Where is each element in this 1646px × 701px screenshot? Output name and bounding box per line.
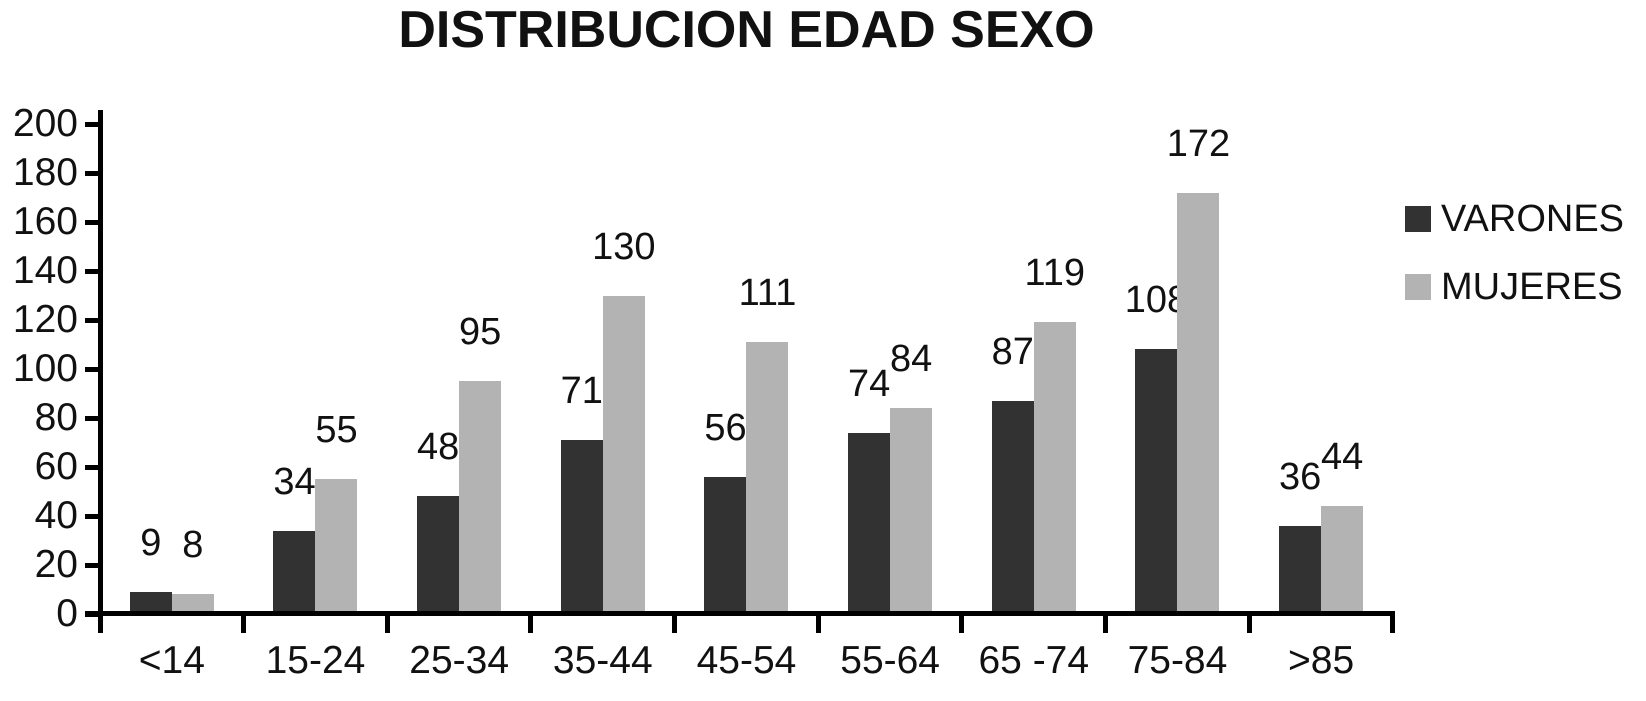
value-label-varones-6: 87 — [991, 330, 1034, 373]
value-label-varones-4: 56 — [704, 406, 747, 449]
x-axis-label-2: 25-34 — [409, 639, 510, 682]
x-tick — [241, 611, 247, 633]
value-label-mujeres-8: 44 — [1320, 436, 1364, 479]
y-axis-label: 140 — [12, 249, 78, 292]
value-label-varones-0: 9 — [140, 521, 162, 564]
y-tick — [85, 170, 100, 176]
y-tick — [85, 464, 100, 470]
x-axis-label-0: <14 — [138, 639, 205, 682]
y-axis-label: 160 — [12, 200, 78, 243]
y-tick — [85, 415, 100, 421]
x-axis-label-5: 55-64 — [840, 639, 940, 682]
bar-mujeres-4 — [746, 342, 789, 614]
legend: VARONES MUJERES — [1405, 198, 1624, 334]
y-tick — [85, 219, 100, 225]
legend-swatch-mujeres — [1405, 274, 1431, 300]
y-tick — [85, 121, 100, 127]
y-axis-label: 80 — [34, 396, 78, 439]
bar-mujeres-1 — [315, 479, 358, 614]
bar-varones-7 — [1135, 349, 1178, 614]
x-axis-label-8: >85 — [1288, 639, 1355, 682]
value-label-mujeres-2: 95 — [459, 311, 502, 354]
bar-varones-2 — [417, 496, 460, 614]
value-label-varones-8: 36 — [1278, 455, 1322, 498]
legend-label-varones: VARONES — [1441, 198, 1625, 240]
y-axis-label: 180 — [12, 151, 78, 194]
bar-varones-3 — [560, 440, 603, 614]
y-axis-label: 20 — [34, 543, 78, 586]
value-label-varones-3: 71 — [560, 370, 603, 413]
value-label-varones-1: 34 — [273, 460, 316, 503]
chart-title: DISTRIBUCION EDAD SEXO — [398, 1, 1095, 59]
bar-mujeres-3 — [602, 295, 645, 614]
x-tick — [97, 611, 103, 633]
x-axis-label-1: 15-24 — [265, 639, 366, 682]
y-tick — [85, 562, 100, 568]
x-axis-label-3: 35-44 — [552, 639, 653, 682]
bar-mujeres-5 — [890, 408, 933, 614]
bar-mujeres-6 — [1033, 322, 1076, 614]
y-axis-label: 100 — [12, 347, 78, 390]
bar-varones-5 — [848, 432, 891, 614]
x-axis-line — [85, 611, 1393, 616]
value-label-mujeres-0: 8 — [182, 524, 204, 567]
x-axis-label-4: 45-54 — [696, 639, 797, 682]
y-axis-label: 60 — [34, 445, 78, 488]
x-tick — [1103, 611, 1109, 633]
value-label-varones-2: 48 — [417, 426, 460, 469]
bar-varones-4 — [704, 476, 747, 614]
value-label-mujeres-4: 111 — [738, 272, 797, 315]
x-axis-label-6: 65 -74 — [978, 639, 1090, 682]
bar-varones-0 — [129, 591, 172, 614]
y-axis-label: 0 — [56, 592, 78, 635]
value-label-mujeres-5: 84 — [889, 338, 933, 381]
x-tick — [672, 611, 678, 633]
bar-varones-1 — [273, 530, 316, 614]
x-tick — [528, 611, 534, 633]
bar-mujeres-7 — [1177, 192, 1220, 614]
value-label-mujeres-1: 55 — [315, 409, 358, 452]
y-tick — [85, 513, 100, 519]
x-tick — [815, 611, 821, 633]
bar-varones-8 — [1279, 525, 1322, 614]
x-tick — [959, 611, 965, 633]
y-axis-label: 40 — [34, 494, 78, 537]
x-axis-label-7: 75-84 — [1127, 639, 1228, 682]
value-label-mujeres-7: 172 — [1166, 122, 1231, 165]
y-axis-label: 200 — [12, 102, 78, 145]
x-tick — [1390, 611, 1396, 633]
legend-item-varones: VARONES — [1405, 198, 1624, 240]
legend-label-mujeres: MUJERES — [1441, 266, 1623, 308]
y-tick — [85, 366, 100, 372]
value-label-mujeres-6: 119 — [1024, 252, 1086, 295]
y-axis-label: 120 — [12, 298, 78, 341]
value-label-mujeres-3: 130 — [592, 225, 656, 268]
y-tick — [85, 317, 100, 323]
y-tick — [85, 268, 100, 274]
value-label-varones-5: 74 — [847, 362, 891, 405]
y-axis-line — [97, 110, 103, 616]
bar-varones-6 — [991, 400, 1034, 614]
x-tick — [384, 611, 390, 633]
legend-item-mujeres: MUJERES — [1405, 266, 1624, 308]
bar-mujeres-2 — [459, 381, 502, 614]
x-tick — [1246, 611, 1252, 633]
bar-mujeres-0 — [171, 594, 214, 614]
bar-mujeres-8 — [1321, 506, 1364, 614]
legend-swatch-varones — [1405, 206, 1431, 232]
